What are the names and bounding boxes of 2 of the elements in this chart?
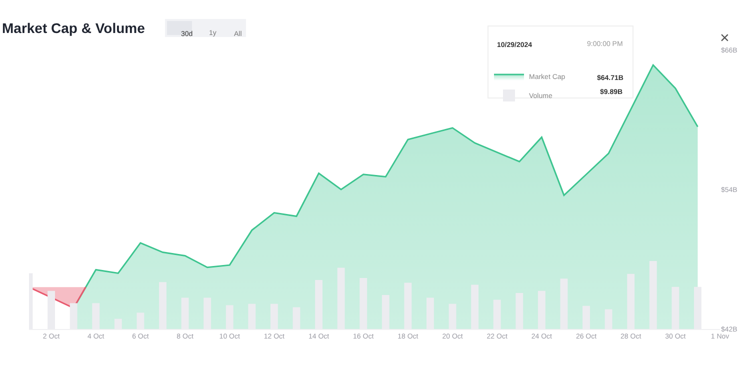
- chart-title: Market Cap & Volume: [2, 20, 146, 36]
- text: ×: [720, 30, 730, 47]
